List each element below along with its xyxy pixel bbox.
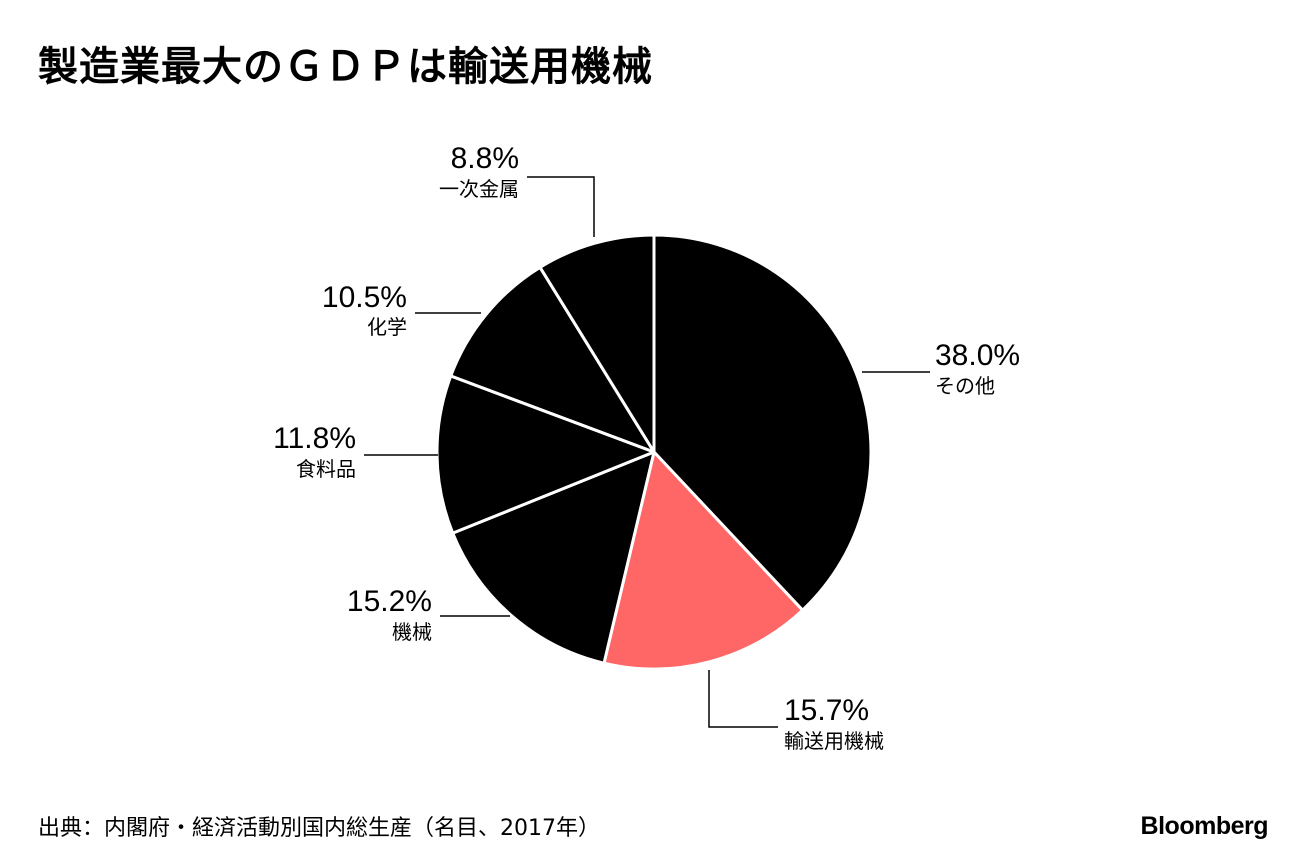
pie-labels: 38.0%その他 15.7%輸送用機械 15.2%機械 11.8%食料品 10.5%化学…: [273, 142, 1020, 753]
slice-category-label: その他: [935, 374, 995, 398]
pie-slice: [451, 450, 656, 665]
source-note: 出典：内閣府・経済活動別国内総生産（名目、2017年）: [38, 816, 600, 841]
pie-slice: [652, 233, 873, 612]
chart-title: 製造業最大のＧＤＰは輸送用機械: [38, 44, 653, 90]
bloomberg-logo: Bloomberg: [1140, 812, 1269, 840]
pie-slice: [449, 265, 656, 454]
slice-category-label: 一次金属: [439, 177, 519, 201]
leader-line: [527, 176, 595, 237]
slice-percent-label: 15.2%: [347, 585, 432, 618]
slice-category-label: 化学: [367, 315, 407, 339]
leader-line: [708, 670, 778, 728]
slice-percent-label: 10.5%: [322, 281, 407, 314]
pie-slice: [602, 450, 805, 671]
pie-slice: [538, 233, 656, 454]
slice-percent-label: 11.8%: [273, 422, 356, 455]
slice-percent-label: 38.0%: [935, 339, 1020, 372]
slice-percent-label: 15.7%: [784, 694, 869, 727]
slice-category-label: 輸送用機械: [784, 729, 884, 753]
slice-percent-label: 8.8%: [451, 142, 519, 175]
pie-chart: 38.0%その他 15.7%輸送用機械 15.2%機械 11.8%食料品 10.5%化学…: [273, 142, 1020, 753]
slice-category-label: 機械: [392, 620, 432, 644]
pie-slices: [435, 233, 873, 671]
slice-category-label: 食料品: [296, 457, 356, 481]
